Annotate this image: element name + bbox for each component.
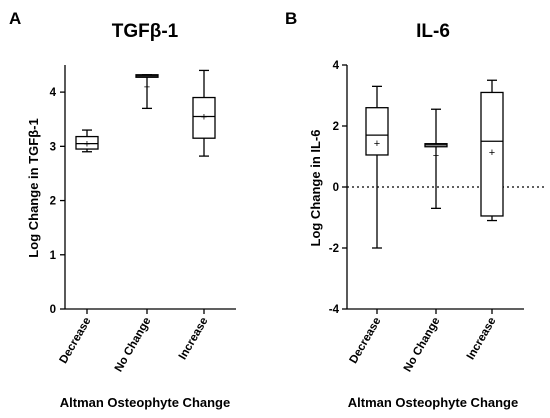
x-tick-label: Decrease (348, 316, 384, 366)
y-tick-label: 3 (50, 141, 56, 153)
x-axis-label-a: Altman Osteophyte Change (60, 395, 230, 410)
mean-marker: + (201, 112, 207, 124)
box-decrease (365, 107, 389, 156)
x-tick-label: Decrease (58, 316, 94, 366)
x-tick-label: No Change (402, 316, 443, 375)
mean-marker: + (433, 150, 439, 162)
mean-marker: + (144, 82, 150, 94)
box-decrease (75, 135, 99, 150)
y-tick-label: -4 (329, 304, 340, 316)
panel-a: A TGFβ-1 Log Change in TGFβ-1 Altman Ost… (9, 9, 236, 410)
y-tick-label: 4 (50, 87, 57, 99)
x-axis-label-b: Altman Osteophyte Change (348, 395, 518, 410)
plot-area-b: -4 -2 0 2 4 + Decrease + No Change + Increase (329, 60, 545, 374)
x-tick-label: Increase (177, 316, 211, 362)
panel-letter-b: B (285, 9, 297, 28)
mean-marker: + (374, 138, 380, 150)
y-tick-label: 2 (333, 121, 339, 133)
y-tick-label: 2 (50, 196, 56, 208)
x-tick-label: No Change (113, 316, 154, 375)
y-tick-label: 0 (50, 304, 56, 316)
chart-title-a: TGFβ-1 (112, 21, 179, 42)
plot-area-a: 0 1 2 3 4 + Decrease + No Change + Increase (50, 65, 236, 374)
y-axis-label-b: Log Change in IL-6 (308, 130, 323, 247)
box-increase (480, 91, 504, 217)
panel-b: B IL-6 Log Change in IL-6 Altman Osteoph… (285, 9, 545, 410)
y-tick-label: 0 (333, 182, 339, 194)
box-increase (192, 96, 216, 139)
x-tick-label: Increase (465, 316, 499, 362)
mean-marker: + (84, 139, 90, 151)
y-tick-label: -2 (329, 243, 339, 255)
panel-letter-a: A (9, 9, 21, 28)
mean-marker: + (489, 147, 495, 159)
y-tick-label: 4 (333, 60, 340, 72)
chart-title-b: IL-6 (416, 21, 450, 42)
y-tick-label: 1 (50, 250, 57, 262)
y-axis-label-a: Log Change in TGFβ-1 (26, 118, 41, 257)
